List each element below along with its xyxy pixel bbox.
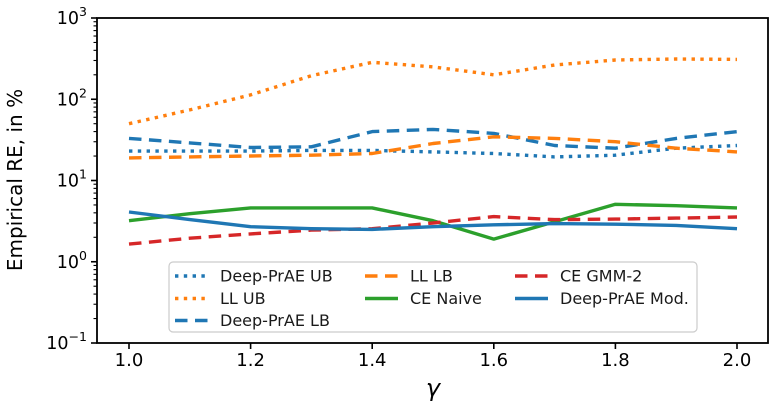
series-line-deep-prae-lb <box>128 127 738 150</box>
series-line-deep-prae-mod <box>128 210 738 232</box>
x-tick-label: 1.4 <box>358 350 387 371</box>
y-tick-label: 10−1 <box>46 329 87 354</box>
series-line-ll-lb <box>128 135 738 160</box>
legend-label-deep-prae-ub: Deep-PrAE UB <box>220 267 333 286</box>
legend-label-deep-prae-mod: Deep-PrAE Mod. <box>560 289 689 308</box>
legend-label-ll-ub: LL UB <box>220 289 266 308</box>
legend: Deep-PrAE UB LL UB Deep-PrAE LB LL LB CE Nai… <box>168 261 698 333</box>
x-tick-label: 2.0 <box>723 350 752 371</box>
tick-label-layer: 1.0 1.2 1.4 1.6 1.8 2.0 103 102 101 100 10−1 <box>46 4 751 371</box>
series-layer <box>128 57 738 246</box>
y-tick-label: 101 <box>57 167 87 192</box>
legend-label-ll-lb: LL LB <box>410 267 453 286</box>
series-line-ll-ub <box>128 57 738 126</box>
series-line-ce-gmm-2 <box>128 214 738 246</box>
y-tick-label: 102 <box>57 85 87 110</box>
x-tick-label: 1.6 <box>479 350 508 371</box>
legend-label-ce-naive: CE Naive <box>410 289 482 308</box>
x-tick-label: 1.2 <box>236 350 265 371</box>
legend-frame <box>168 261 698 333</box>
y-axis-label: Empirical RE, in % <box>3 89 27 271</box>
x-tick-label: 1.0 <box>115 350 144 371</box>
legend-label-ce-gmm-2: CE GMM-2 <box>560 267 642 286</box>
x-tick-label: 1.8 <box>601 350 630 371</box>
tick-layer <box>91 17 738 349</box>
y-tick-label: 103 <box>57 4 87 29</box>
y-tick-label: 100 <box>57 248 87 273</box>
legend-label-deep-prae-lb: Deep-PrAE LB <box>220 311 330 330</box>
series-line-ce-naive <box>128 202 738 241</box>
x-axis-label: γ <box>426 374 442 402</box>
